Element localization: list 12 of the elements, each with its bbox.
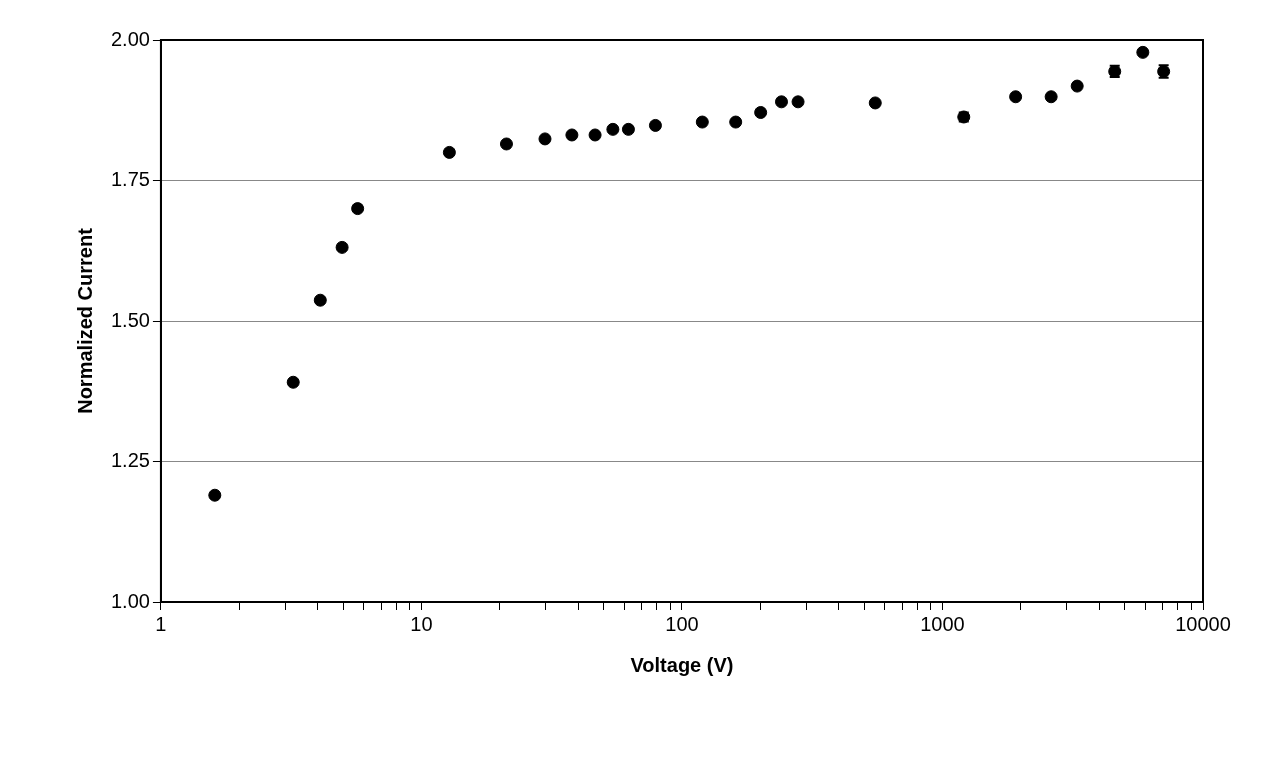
y-tick-label: 1.75 <box>110 168 150 191</box>
x-tick-label: 100 <box>665 612 699 635</box>
x-tick-label: 1 <box>155 612 167 635</box>
y-axis-title: Normalized Current <box>73 227 96 414</box>
x-tick-label: 10 <box>410 612 433 635</box>
y-tick-label: 1.50 <box>110 308 150 331</box>
x-tick-label: 1000 <box>920 612 965 635</box>
y-tick-label: 1.00 <box>110 589 150 612</box>
x-axis-title: Voltage (V) <box>630 653 734 676</box>
y-tick-label: 1.25 <box>110 449 150 472</box>
y-tick-label: 2.00 <box>110 27 150 50</box>
x-tick-label: 10000 <box>1175 612 1231 635</box>
